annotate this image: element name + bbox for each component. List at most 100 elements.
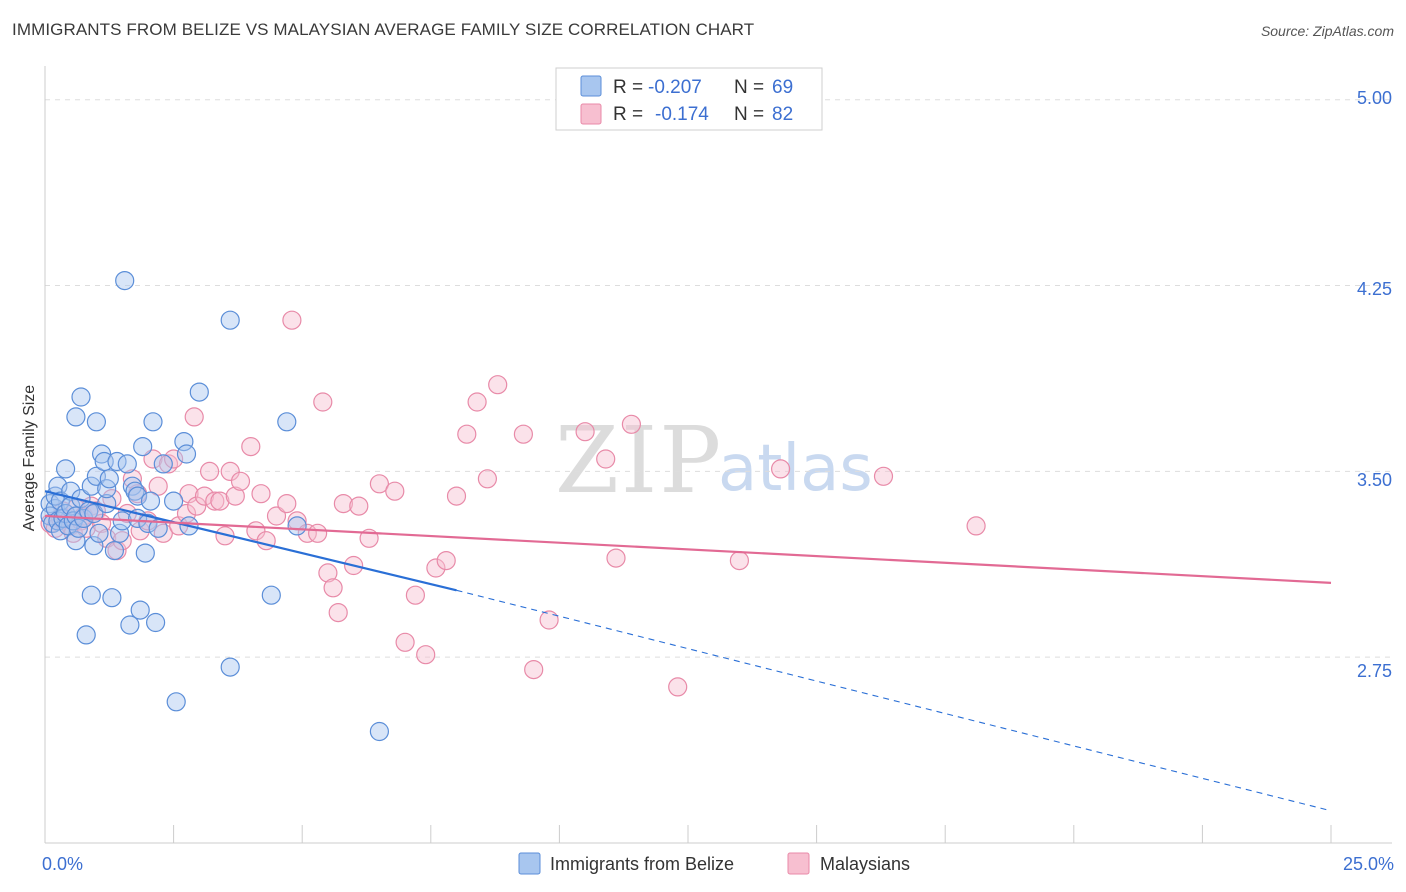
- belize-point: [164, 491, 184, 511]
- belize-point: [43, 513, 63, 534]
- malaysians-point: [112, 531, 132, 551]
- belize-point: [115, 271, 135, 291]
- belize-point: [81, 585, 101, 605]
- malaysians-point: [251, 484, 271, 504]
- malaysians-point: [457, 424, 477, 444]
- malaysians-point: [194, 486, 215, 506]
- belize-point: [261, 585, 281, 605]
- y-tick-label-5-00: 5.00: [1357, 88, 1392, 108]
- malaysians-point: [405, 585, 425, 605]
- belize-trend-extension: [456, 589, 1332, 812]
- belize-point: [174, 432, 194, 452]
- malaysians-point: [282, 310, 302, 330]
- x-tick-label-0: 0.0%: [42, 854, 83, 874]
- malaysians-point: [369, 474, 389, 494]
- malaysians-point: [241, 437, 261, 457]
- bottom-legend-swatch-malaysians: [787, 852, 810, 875]
- malaysians-point: [230, 471, 251, 491]
- belize-point: [146, 612, 166, 633]
- malaysians-point: [621, 414, 642, 434]
- belize-point: [140, 491, 161, 511]
- belize-point: [66, 407, 86, 427]
- malaysians-point: [446, 486, 467, 506]
- malaysians-point: [225, 486, 245, 506]
- belize-point: [89, 523, 109, 543]
- grid-lines: [45, 99, 1392, 658]
- belize-point: [138, 513, 158, 534]
- belize-point: [66, 531, 86, 551]
- malaysians-point: [205, 491, 225, 511]
- watermark-atlas: atlas: [718, 432, 873, 506]
- malaysians-point: [308, 523, 328, 543]
- belize-point: [76, 625, 96, 645]
- legend-n-label-2: N =: [734, 104, 764, 125]
- belize-point: [68, 518, 89, 538]
- belize-point: [104, 540, 125, 561]
- malaysians-point: [184, 407, 204, 427]
- malaysians-point: [333, 494, 353, 514]
- malaysians-point: [477, 469, 497, 489]
- belize-point: [220, 310, 240, 330]
- malaysians-point: [606, 548, 626, 568]
- belize-point: [153, 454, 173, 474]
- legend-n-value-2: 82: [772, 104, 793, 125]
- y-axis-label: Average Family Size: [21, 385, 38, 532]
- belize-point: [86, 412, 107, 432]
- bottom-legend-label-belize: Immigrants from Belize: [550, 854, 734, 874]
- belize-point: [135, 543, 155, 563]
- legend-n-value-1: 69: [772, 77, 793, 98]
- malaysians-point: [668, 677, 688, 697]
- belize-point: [130, 600, 150, 620]
- belize-point: [122, 476, 142, 496]
- y-tick-label-2-75: 2.75: [1357, 661, 1392, 681]
- malaysians-point: [596, 449, 616, 469]
- belize-point: [71, 387, 91, 407]
- belize-point: [109, 523, 130, 543]
- belize-point: [91, 444, 112, 464]
- legend-n-label-1: N =: [734, 77, 764, 98]
- malaysians-point: [416, 645, 436, 665]
- legend-r-label-1: R =: [613, 77, 643, 98]
- chart-title: IMMIGRANTS FROM BELIZE VS MALAYSIAN AVER…: [12, 20, 755, 39]
- y-tick-label-4-25: 4.25: [1357, 279, 1392, 299]
- belize-point: [277, 412, 297, 432]
- malaysians-point: [966, 516, 986, 536]
- belize-point: [117, 454, 137, 474]
- malaysians-trend-line: [44, 514, 1332, 584]
- belize-point: [143, 412, 163, 432]
- malaysians-point: [729, 550, 750, 571]
- belize-point: [287, 516, 307, 536]
- belize-point: [176, 444, 197, 464]
- legend-swatch-malaysians: [580, 103, 602, 125]
- malaysians-point: [143, 449, 163, 469]
- malaysians-point: [148, 476, 168, 496]
- legend-r-value-1: -0.207: [648, 77, 702, 98]
- belize-point: [120, 615, 140, 635]
- malaysians-point: [323, 578, 343, 598]
- belize-point: [220, 657, 240, 677]
- belize-point: [81, 476, 101, 496]
- correlation-legend: R = -0.207 N = 69 R = -0.174 N = 82: [555, 67, 823, 131]
- belize-point: [189, 382, 209, 402]
- malaysians-point: [539, 610, 559, 630]
- bottom-legend-swatch-belize: [518, 852, 541, 875]
- legend-r-label-2: R =: [613, 104, 643, 125]
- malaysians-point: [277, 494, 297, 514]
- malaysians-point: [513, 424, 534, 444]
- watermark-zip: ZIP: [555, 407, 723, 514]
- malaysians-point: [220, 461, 240, 481]
- malaysians-point: [770, 459, 791, 479]
- belize-point: [133, 437, 153, 457]
- axes: [44, 66, 1392, 844]
- belize-point: [84, 536, 104, 556]
- malaysians-point: [395, 632, 415, 652]
- source-label: Source: ZipAtlas.com: [1260, 23, 1394, 39]
- malaysians-point: [122, 469, 142, 489]
- x-tick-label-25: 25.0%: [1343, 854, 1394, 874]
- belize-point: [102, 588, 122, 608]
- legend-swatch-belize: [580, 75, 602, 97]
- malaysians-point: [328, 602, 348, 623]
- belize-point: [166, 692, 186, 712]
- malaysians-point: [467, 392, 487, 412]
